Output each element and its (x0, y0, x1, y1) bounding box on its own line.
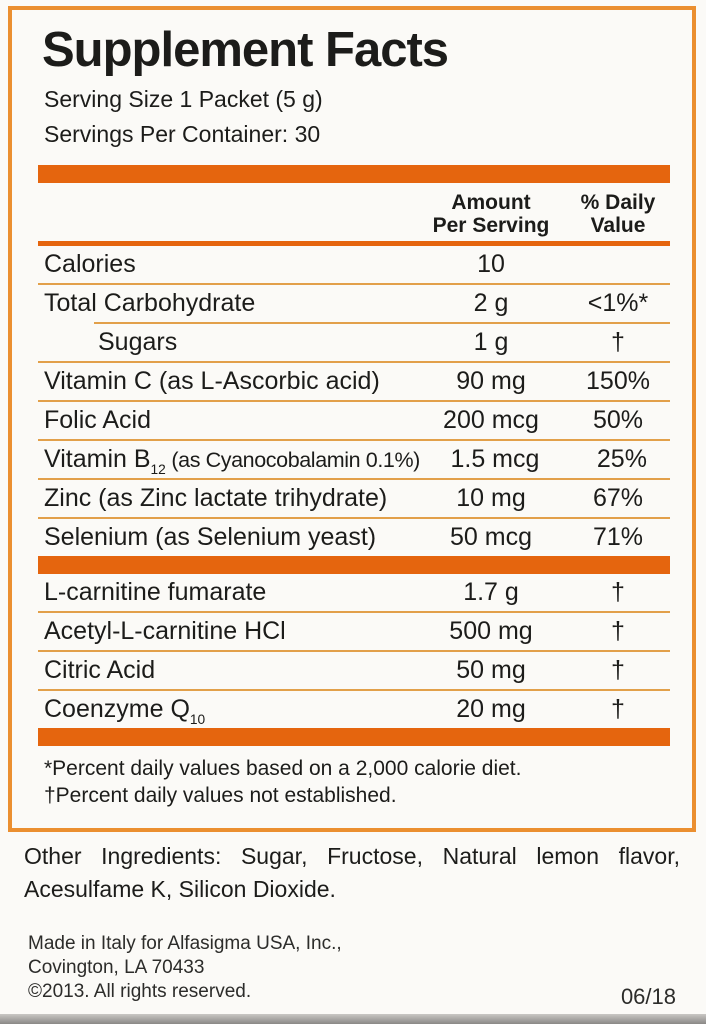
row-daily-value: 25% (596, 445, 647, 473)
amount-header-line2: Per Serving (432, 214, 550, 237)
row-amount: 2 g (473, 289, 509, 317)
footnote-not-established: †Percent daily values not established. (44, 784, 397, 807)
row-daily-value: † (611, 578, 625, 606)
manufacturer-info: Made in Italy for Alfasigma USA, Inc., C… (28, 932, 342, 1004)
row-daily-value: 71% (592, 523, 644, 551)
table-row: Citric Acid 50 mg † (38, 652, 670, 689)
table-row: Vitamin C (as L-Ascorbic acid) 90 mg 150% (38, 363, 670, 400)
row-label: Vitamin B12 (as Cyanocobalamin 0.1%) (44, 445, 420, 478)
row-amount: 50 mcg (450, 523, 532, 551)
table-row: Zinc (as Zinc lactate trihydrate) 10 mg 67… (38, 480, 670, 517)
other-ingredients: Other Ingredients: Sugar, Fructose, Natu… (24, 843, 680, 902)
row-divider (94, 322, 670, 324)
column-headers: Amount Per Serving % Daily Value (38, 191, 670, 237)
row-amount: 90 mg (456, 367, 526, 395)
row-daily-value: 150% (586, 367, 650, 395)
servings-per-container: Servings Per Container: 30 (44, 121, 321, 147)
row-label: Coenzyme Q10 (44, 695, 206, 728)
manufacturer-line: ©2013. All rights reserved. (28, 981, 252, 1002)
row-amount: 1.5 mcg (450, 445, 540, 473)
row-amount: 10 (477, 250, 505, 278)
row-label: Acetyl-L-carnitine HCl (44, 617, 286, 645)
header-divider (38, 241, 670, 246)
row-divider (38, 611, 670, 613)
table-row: Selenium (as Selenium yeast) 50 mcg 71% (38, 519, 670, 556)
row-label: Sugars (98, 328, 178, 356)
table-row: Vitamin B12 (as Cyanocobalamin 0.1%) 1.5 … (38, 441, 670, 478)
footnotes: *Percent daily values based on a 2,000 c… (38, 755, 670, 809)
row-divider (38, 361, 670, 363)
row-label: Vitamin C (as L-Ascorbic acid) (44, 367, 380, 395)
amount-column-header: Amount Per Serving (416, 191, 566, 237)
row-divider (38, 283, 670, 285)
row-amount: 1 g (473, 328, 509, 356)
date-code: 06/18 (620, 984, 676, 1009)
footnote-daily-values: *Percent daily values based on a 2,000 c… (44, 757, 522, 780)
row-divider (38, 439, 670, 441)
row-daily-value: 67% (592, 484, 644, 512)
amount-header-line1: Amount (451, 191, 531, 214)
manufacturer-line: Covington, LA 70433 (28, 957, 205, 978)
nutrient-rows-other: L-carnitine fumarate 1.7 g † Acetyl-L-carni… (38, 574, 670, 728)
row-divider (38, 517, 670, 519)
row-daily-value: † (611, 656, 625, 684)
serving-size: Serving Size 1 Packet (5 g) (44, 86, 323, 112)
row-daily-value: † (611, 328, 625, 356)
row-divider (38, 689, 670, 691)
table-row: Coenzyme Q10 20 mg † (38, 691, 670, 728)
package-edge (0, 1014, 706, 1024)
section-bar (38, 165, 670, 183)
row-label: Calories (44, 250, 136, 278)
table-row: L-carnitine fumarate 1.7 g † (38, 574, 670, 611)
row-label: Folic Acid (44, 406, 151, 434)
row-amount: 1.7 g (463, 578, 519, 606)
section-bar (38, 556, 670, 574)
row-amount: 20 mg (456, 695, 526, 723)
nutrient-rows-main: Calories 10 Total Carbohydrate 2 g <1%* Sugar… (38, 246, 670, 556)
row-divider (38, 478, 670, 480)
row-label: Citric Acid (44, 656, 156, 684)
table-row: Folic Acid 200 mcg 50% (38, 402, 670, 439)
row-amount: 200 mcg (443, 406, 539, 434)
dv-header-line1: % Daily (580, 191, 656, 214)
row-amount: 10 mg (456, 484, 526, 512)
row-label: Selenium (as Selenium yeast) (44, 523, 377, 551)
row-divider (38, 650, 670, 652)
table-row: Calories 10 (38, 246, 670, 283)
row-label: Total Carbohydrate (44, 289, 256, 317)
table-row: Total Carbohydrate 2 g <1%* (38, 285, 670, 322)
row-divider (38, 400, 670, 402)
section-bar (38, 728, 670, 746)
row-label: L-carnitine fumarate (44, 578, 267, 606)
row-label: Zinc (as Zinc lactate trihydrate) (44, 484, 388, 512)
row-daily-value: 50% (592, 406, 644, 434)
row-daily-value: <1%* (587, 289, 649, 317)
row-amount: 500 mg (449, 617, 533, 645)
table-row: Acetyl-L-carnitine HCl 500 mg † (38, 613, 670, 650)
row-daily-value: † (611, 617, 625, 645)
dv-column-header: % Daily Value (566, 191, 670, 237)
supplement-facts-panel: Supplement Facts Serving Size 1 Packet (… (8, 6, 696, 832)
table-row: Sugars 1 g † (38, 324, 670, 361)
row-amount: 50 mg (456, 656, 526, 684)
panel-title: Supplement Facts (42, 23, 449, 77)
manufacturer-line: Made in Italy for Alfasigma USA, Inc., (28, 933, 342, 954)
dv-header-line2: Value (590, 214, 646, 237)
row-daily-value: † (611, 695, 625, 723)
header-spacer (38, 191, 416, 237)
